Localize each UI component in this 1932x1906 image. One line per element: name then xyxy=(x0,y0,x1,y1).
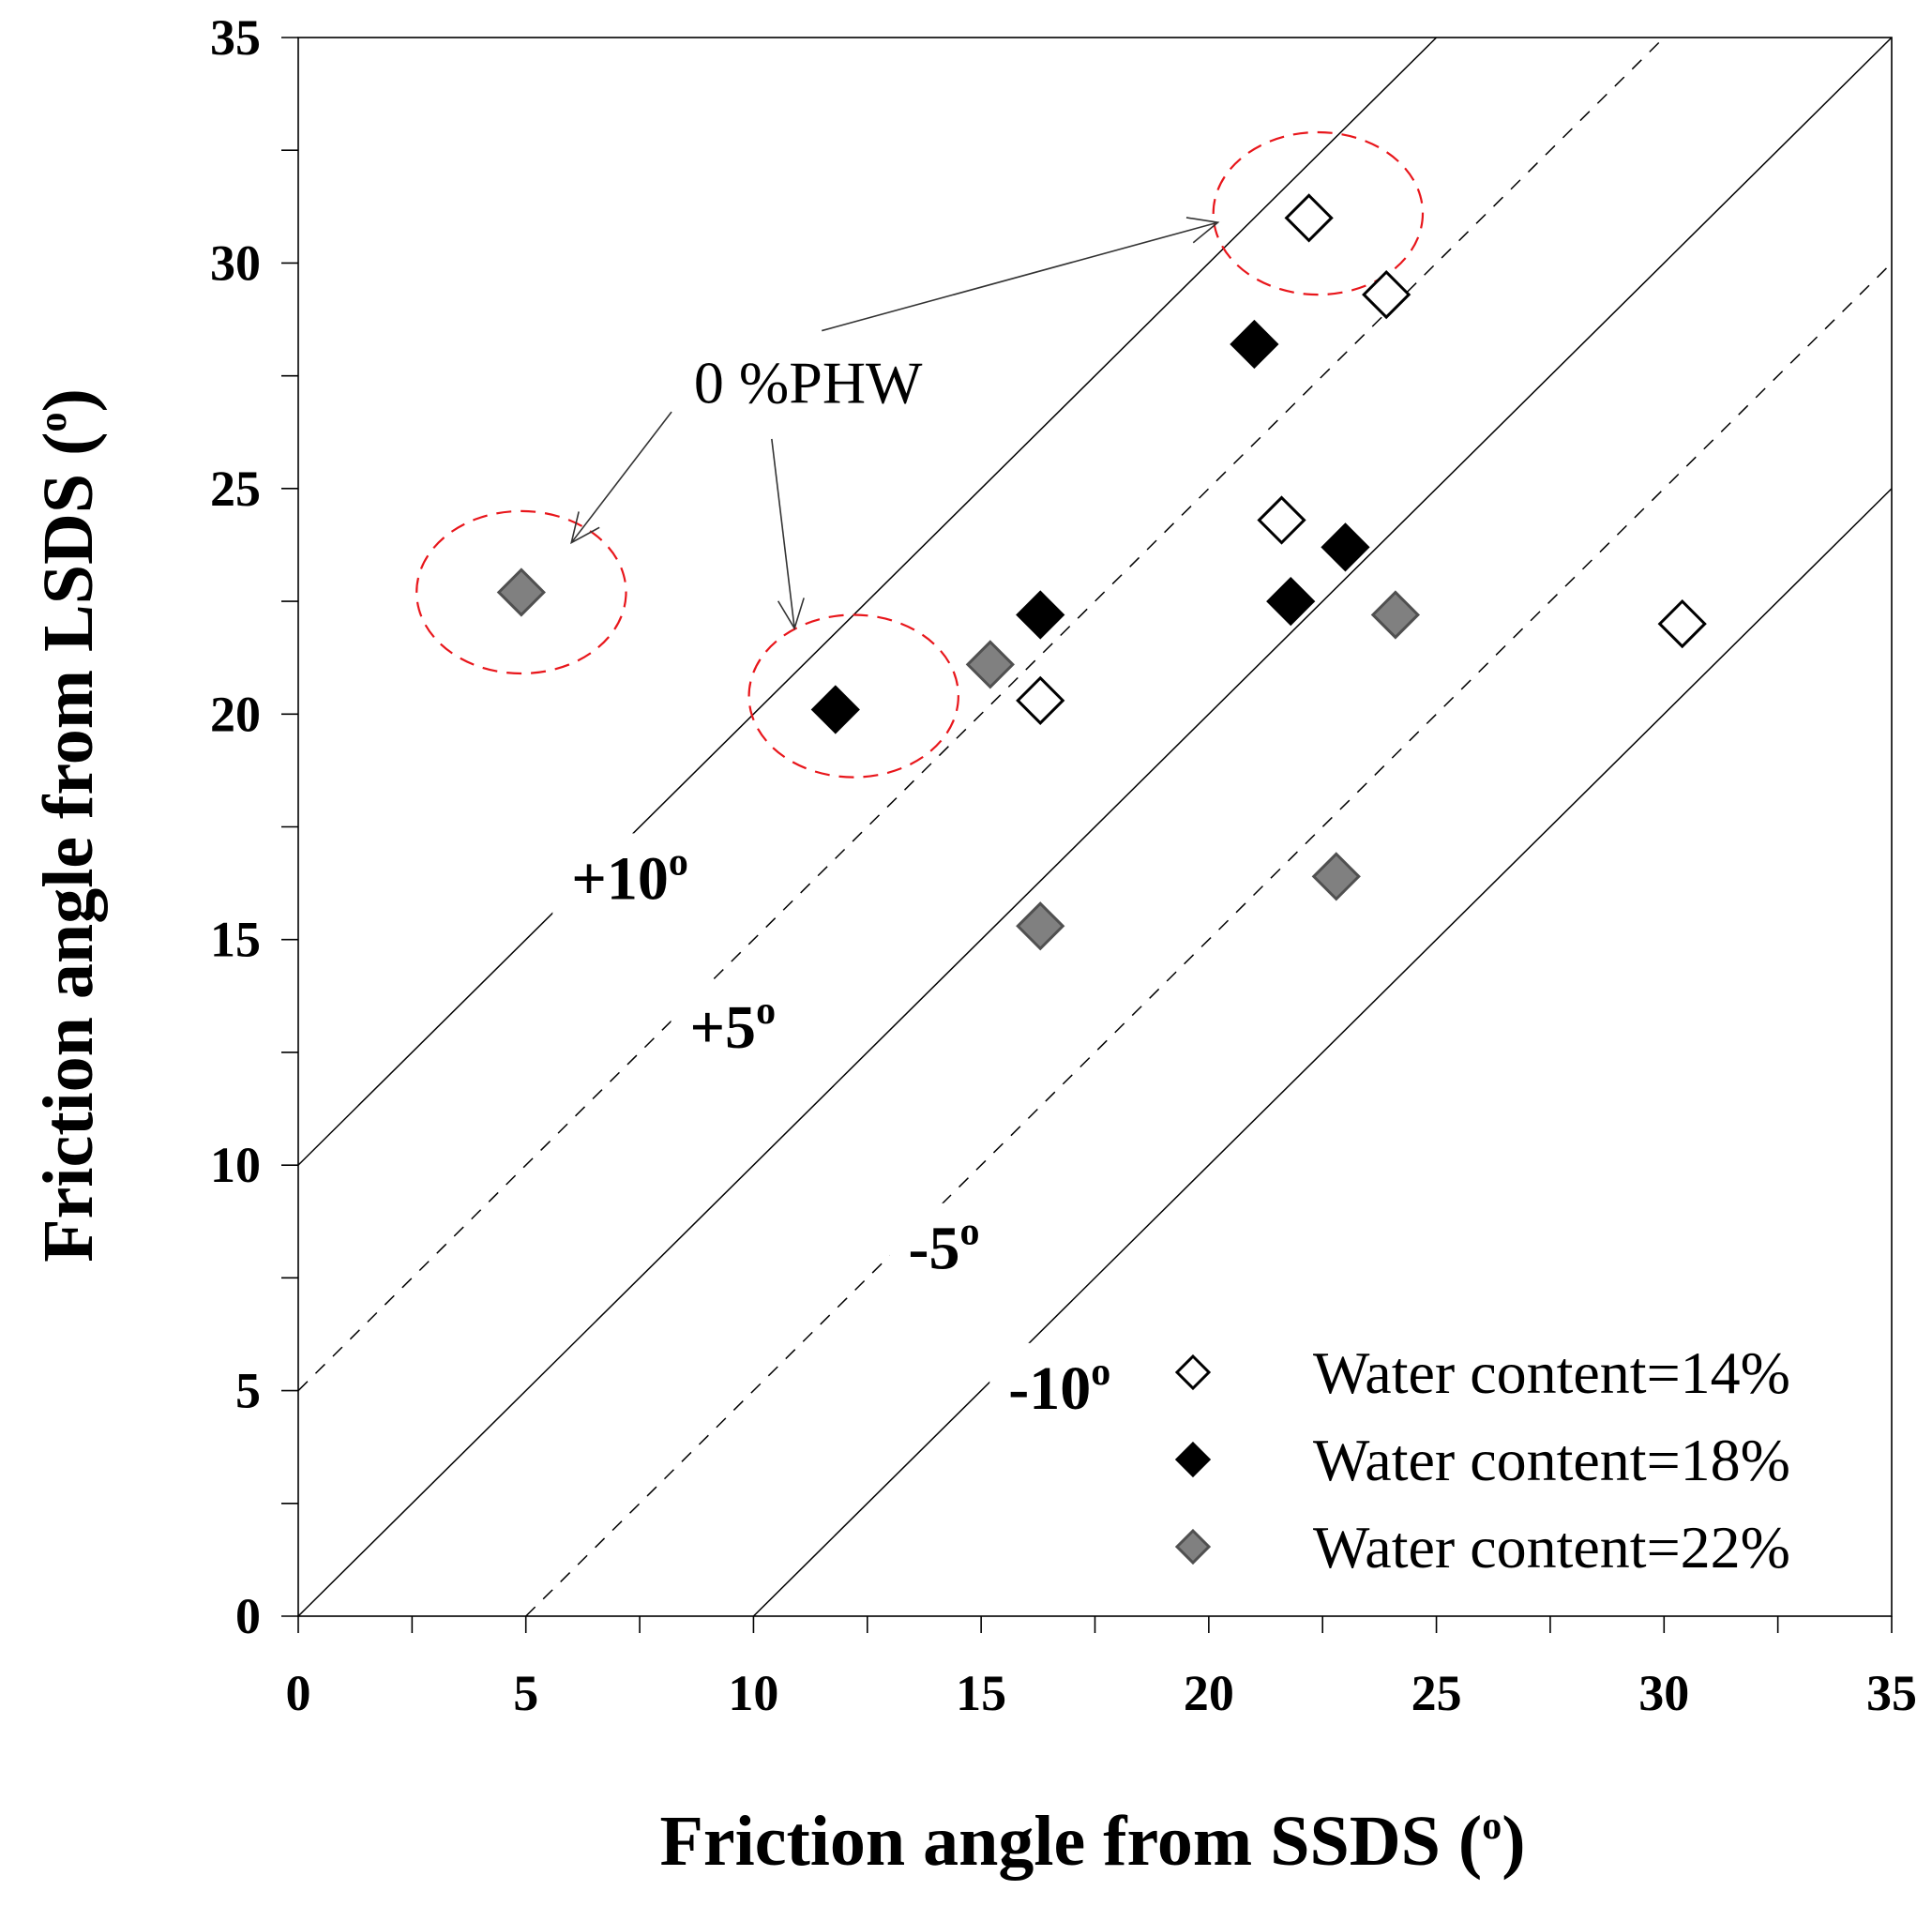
x-tick-label: 30 xyxy=(1638,1665,1689,1721)
data-point-series-3 xyxy=(1370,590,1421,640)
highlight-circle xyxy=(1212,130,1425,296)
reference-line-minus10-label: -10o xyxy=(1008,1351,1110,1423)
data-point-series-3 xyxy=(965,640,1015,689)
reference-line-plus10 xyxy=(298,38,1438,1166)
reference-line-plus5 xyxy=(298,38,1665,1392)
y-tick-label: 25 xyxy=(210,461,261,517)
reference-line-plus10-label: +10o xyxy=(571,840,688,913)
highlight-circle xyxy=(747,613,959,779)
data-point-series-3 xyxy=(1016,901,1065,951)
x-axis-title-close: ) xyxy=(1502,1802,1525,1881)
reference-line-plus10-label-text: +10 xyxy=(571,844,669,913)
data-point-series-2 xyxy=(1321,522,1370,572)
reference-line-plus5-label-sup: o xyxy=(756,990,776,1033)
reference-line-minus5-label: -5o xyxy=(908,1211,979,1283)
legend-marker xyxy=(1174,1441,1212,1478)
reference-line-minus5 xyxy=(525,262,1892,1616)
data-point-series-3 xyxy=(1311,852,1361,901)
one-to-one-line xyxy=(298,38,1892,1616)
y-tick-label: 20 xyxy=(210,686,261,742)
y-tick-label: 10 xyxy=(210,1137,261,1193)
data-point-series-1 xyxy=(1016,675,1065,725)
annotation-arrow-line xyxy=(570,411,672,544)
y-tick-label: 30 xyxy=(210,234,261,291)
y-axis-title-sup: o xyxy=(32,413,75,432)
data-point-series-1 xyxy=(1362,269,1411,320)
y-tick-label: 15 xyxy=(210,912,261,968)
reference-line-plus5-label-bg xyxy=(671,982,822,1067)
reference-line-minus10-label-text: -10 xyxy=(1008,1354,1091,1423)
legend-marker xyxy=(1174,1354,1212,1391)
x-axis-title: Friction angle from SSDS (o) xyxy=(659,1802,1525,1881)
reference-line-plus5-label-text: +5 xyxy=(689,993,756,1062)
y-tick-label: 5 xyxy=(235,1363,261,1419)
x-tick-label: 10 xyxy=(728,1665,778,1721)
reference-line-minus5-label-bg xyxy=(889,1203,1040,1288)
annotation-arrow-head xyxy=(1185,217,1220,244)
annotation-arrow-line xyxy=(822,221,1218,332)
reference-line-minus5-label-text: -5 xyxy=(908,1215,959,1283)
data-points xyxy=(496,193,1707,951)
reference-line-plus10-label-sup: o xyxy=(669,840,688,884)
y-axis-title-text: Friction angle from LSDS ( xyxy=(29,432,108,1263)
x-tick-label: 25 xyxy=(1411,1665,1462,1721)
x-tick-label: 0 xyxy=(286,1665,311,1721)
legend: Water content=14% Water content=18% Water … xyxy=(1174,1339,1790,1581)
y-axis-title-close: ) xyxy=(29,388,108,412)
annotation-text: 0 %PHW xyxy=(694,349,923,416)
x-tick-label: 35 xyxy=(1866,1665,1917,1721)
data-point-series-1 xyxy=(1257,495,1306,545)
data-point-series-2 xyxy=(810,685,860,734)
legend-label: Water content=18% xyxy=(1313,1427,1790,1493)
axis-ticks: 0 5 10 15 20 25 30 35 0 5 10 15 20 25 30 35 xyxy=(210,9,1917,1721)
x-tick-label: 20 xyxy=(1184,1665,1234,1721)
data-point-series-2 xyxy=(1266,576,1316,627)
data-point-series-3 xyxy=(496,567,546,617)
legend-label: Water content=22% xyxy=(1313,1514,1790,1581)
reference-line-plus5-label: +5o xyxy=(689,990,776,1062)
highlight-circle xyxy=(415,509,627,675)
x-tick-label: 15 xyxy=(956,1665,1006,1721)
annotation-arrow-line xyxy=(771,438,795,629)
reference-line-plus10-label-bg xyxy=(552,833,703,918)
reference-line-minus5-label-sup: o xyxy=(959,1211,979,1254)
legend-label: Water content=14% xyxy=(1313,1339,1790,1406)
reference-line-minus10 xyxy=(752,488,1892,1616)
y-tick-label: 35 xyxy=(210,9,261,66)
data-point-series-2 xyxy=(1016,590,1065,640)
reference-lines xyxy=(298,38,1892,1616)
reference-line-minus10-label-bg xyxy=(989,1342,1140,1428)
reference-line-minus10-label-sup: o xyxy=(1091,1351,1110,1394)
data-point-series-1 xyxy=(1284,193,1334,243)
x-tick-label: 5 xyxy=(513,1665,538,1721)
x-axis-title-sup: o xyxy=(1482,1805,1502,1848)
y-axis-title: Friction angle from LSDS (o) xyxy=(29,388,108,1263)
y-tick-label: 0 xyxy=(235,1588,261,1644)
legend-marker xyxy=(1174,1528,1212,1566)
x-axis-title-text: Friction angle from SSDS ( xyxy=(659,1802,1482,1881)
data-point-series-2 xyxy=(1230,319,1279,370)
annotation-arrow-head xyxy=(570,511,600,545)
annotation-arrow-head xyxy=(777,598,805,630)
data-point-series-1 xyxy=(1657,598,1707,649)
